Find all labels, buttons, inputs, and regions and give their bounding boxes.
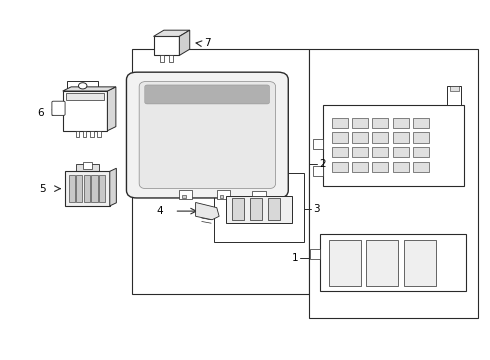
FancyBboxPatch shape	[145, 85, 270, 104]
FancyBboxPatch shape	[126, 72, 288, 198]
Bar	[320, 234, 466, 292]
Bar	[413, 162, 429, 172]
Bar	[84, 175, 90, 202]
Bar	[352, 118, 368, 128]
Bar	[309, 49, 478, 318]
Polygon shape	[63, 87, 116, 91]
Bar	[97, 131, 100, 137]
Polygon shape	[153, 30, 190, 36]
Bar	[392, 147, 409, 157]
Bar	[99, 175, 105, 202]
Bar	[372, 162, 389, 172]
Text: 7: 7	[204, 38, 211, 48]
Bar	[92, 175, 98, 202]
Bar	[160, 55, 164, 62]
Bar	[332, 162, 348, 172]
Bar	[392, 132, 409, 143]
Bar	[372, 132, 389, 143]
Bar	[404, 240, 436, 286]
Bar	[250, 198, 262, 220]
Polygon shape	[110, 168, 116, 206]
Text: 2: 2	[319, 159, 325, 170]
Bar	[220, 194, 223, 198]
FancyBboxPatch shape	[52, 101, 65, 115]
Bar	[232, 198, 244, 220]
Bar	[352, 147, 368, 157]
Bar	[352, 132, 368, 143]
Bar	[313, 166, 322, 176]
Bar	[67, 93, 104, 100]
Bar	[83, 162, 92, 169]
Bar	[329, 240, 361, 286]
Bar	[217, 190, 230, 199]
Bar	[372, 147, 389, 157]
Bar	[322, 105, 464, 186]
Text: 4: 4	[156, 206, 163, 216]
Bar	[68, 81, 98, 91]
Bar	[392, 162, 409, 172]
Bar	[65, 171, 110, 206]
Bar	[169, 55, 173, 62]
Polygon shape	[179, 30, 190, 55]
Bar	[413, 132, 429, 143]
Bar	[182, 194, 186, 198]
Bar	[372, 118, 389, 128]
Bar	[179, 190, 192, 199]
Bar	[226, 195, 292, 223]
Bar	[153, 36, 179, 55]
Text: 3: 3	[313, 204, 319, 214]
Text: 1: 1	[292, 253, 298, 263]
Polygon shape	[107, 87, 116, 131]
Circle shape	[78, 83, 87, 89]
Bar	[450, 86, 459, 91]
Text: 5: 5	[39, 184, 46, 194]
Bar	[252, 192, 266, 195]
FancyBboxPatch shape	[139, 81, 275, 189]
Bar	[215, 173, 304, 242]
Bar	[69, 175, 75, 202]
Bar	[75, 131, 79, 137]
Bar	[76, 175, 82, 202]
Bar	[332, 132, 348, 143]
Bar	[90, 131, 94, 137]
Bar	[268, 198, 280, 220]
Polygon shape	[196, 202, 219, 220]
Bar	[332, 118, 348, 128]
Bar	[367, 240, 398, 286]
Bar	[413, 147, 429, 157]
Bar	[413, 118, 429, 128]
Bar	[63, 91, 107, 131]
Bar	[352, 162, 368, 172]
Bar	[392, 118, 409, 128]
Bar	[313, 139, 322, 149]
Bar	[332, 147, 348, 157]
Bar	[310, 249, 320, 260]
Text: 6: 6	[37, 108, 44, 118]
Bar	[447, 86, 462, 105]
Bar	[75, 165, 99, 171]
Bar	[83, 131, 86, 137]
Bar	[132, 49, 309, 294]
